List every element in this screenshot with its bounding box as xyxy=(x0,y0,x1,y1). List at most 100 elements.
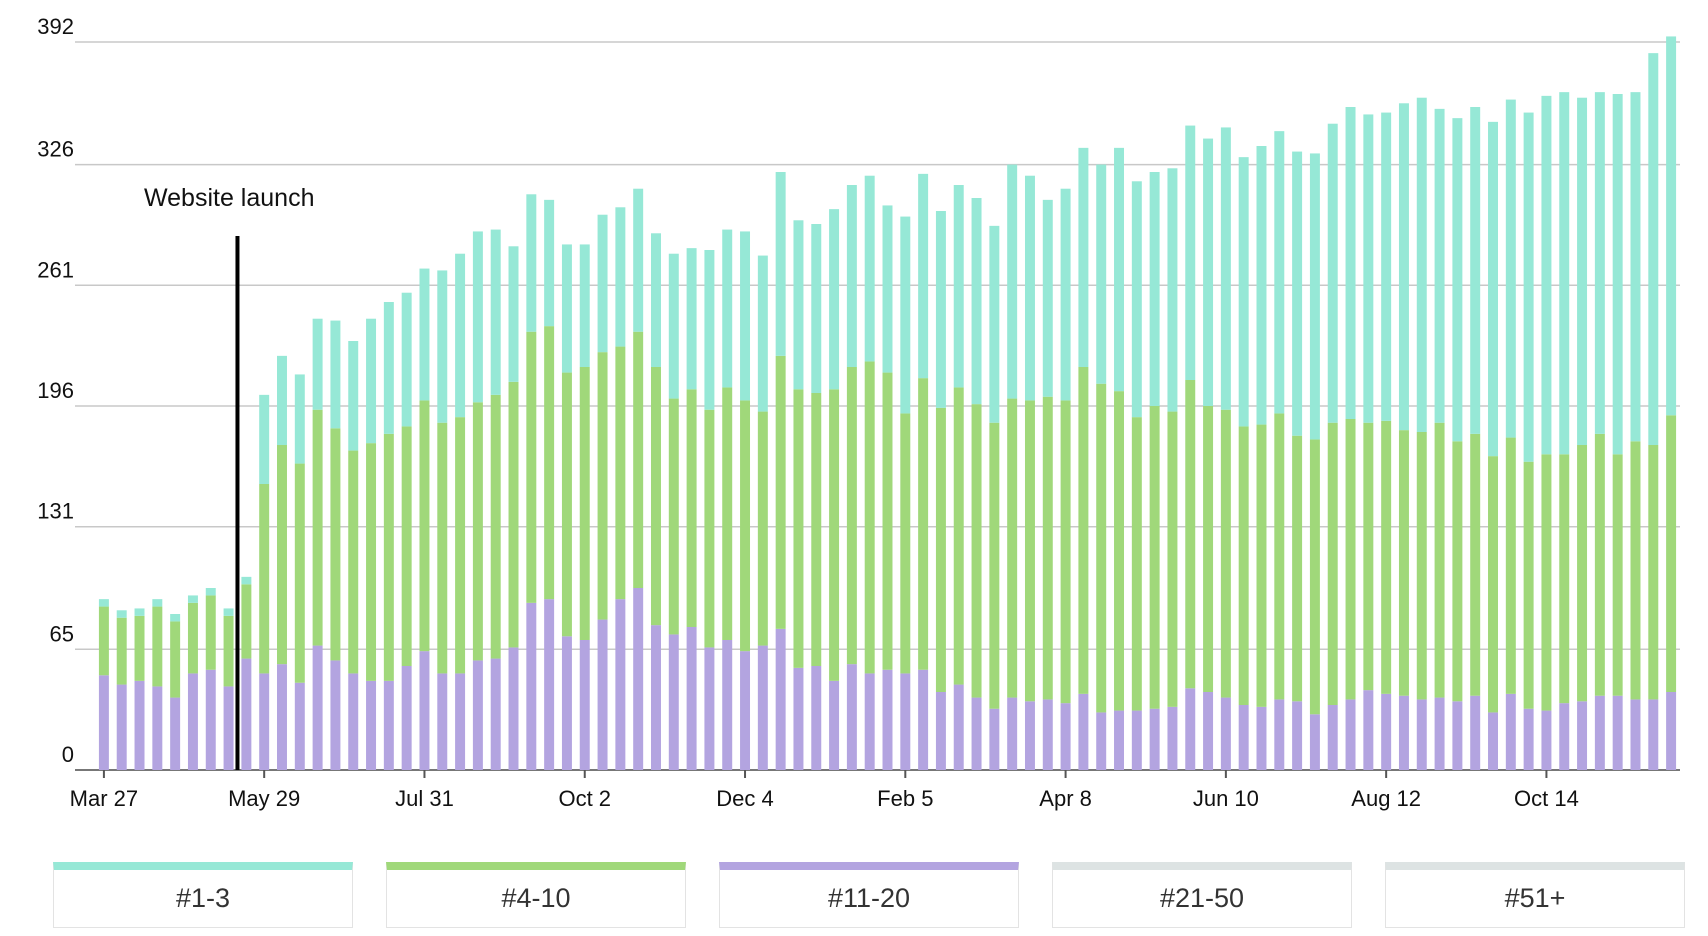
bar-segment xyxy=(953,684,964,770)
bar-segment xyxy=(1256,146,1267,425)
bar-segment xyxy=(864,673,875,770)
bar-segment xyxy=(1666,415,1677,692)
bar-segment xyxy=(1309,153,1320,440)
bar-segment xyxy=(579,640,590,770)
bar-segment xyxy=(1452,441,1463,702)
bar-segment xyxy=(829,680,840,770)
bar-segment xyxy=(205,669,216,770)
bar-segment xyxy=(348,341,359,451)
bar-segment xyxy=(829,209,840,390)
bar-segment xyxy=(561,244,572,373)
bar-segment xyxy=(1434,697,1445,770)
bar-segment xyxy=(597,352,608,620)
bar-segment xyxy=(134,615,145,681)
bar-segment xyxy=(740,400,751,652)
bar-segment xyxy=(187,602,198,674)
bar-segment xyxy=(775,628,786,770)
bar-segment xyxy=(1345,699,1356,770)
bar-segment xyxy=(953,185,964,388)
bar-segment xyxy=(793,220,804,390)
bar-segment xyxy=(98,675,109,770)
bar-segment xyxy=(1203,692,1214,770)
legend-item-4-10[interactable]: #4-10 xyxy=(386,862,686,928)
bar-segment xyxy=(1114,147,1125,392)
bar-segment xyxy=(170,621,181,698)
bar-segment xyxy=(1327,705,1338,770)
bar-segment xyxy=(294,374,305,464)
y-tick-label: 196 xyxy=(37,378,74,403)
bar-segment xyxy=(348,450,359,674)
x-tick-label: Apr 8 xyxy=(1039,786,1092,811)
bar-segment xyxy=(1594,695,1605,770)
bar-segment xyxy=(793,389,804,668)
bar-segment xyxy=(366,318,377,444)
bar-segment xyxy=(330,660,341,770)
bar-segment xyxy=(704,409,715,648)
x-tick-label: Oct 2 xyxy=(558,786,611,811)
bar-segment xyxy=(1648,699,1659,770)
bar-segment xyxy=(1559,703,1570,770)
bar-segment xyxy=(116,684,127,770)
bar-segment xyxy=(1007,164,1018,399)
bar-segment xyxy=(1078,693,1089,770)
bar-segment xyxy=(383,680,394,770)
bar-segment xyxy=(1149,708,1160,770)
bar-segment xyxy=(846,664,857,770)
x-tick-label: May 29 xyxy=(228,786,300,811)
bar-segment xyxy=(1523,112,1534,462)
bar-segment xyxy=(1203,138,1214,407)
bar-segment xyxy=(704,647,715,770)
bar-segment xyxy=(134,608,145,616)
bar-segment xyxy=(1630,92,1641,442)
bar-segment xyxy=(668,253,679,399)
bar-segment xyxy=(918,669,929,770)
bar-segment xyxy=(1505,99,1516,438)
bar-segment xyxy=(1292,435,1303,702)
bar-segment xyxy=(437,270,448,423)
bar-segment xyxy=(98,606,109,676)
bar-segment xyxy=(116,617,127,685)
bar-segment xyxy=(740,651,751,770)
bar-segment xyxy=(1024,400,1035,702)
y-tick-label: 392 xyxy=(37,14,74,39)
bar-segment xyxy=(829,389,840,681)
bar-segment xyxy=(1488,121,1498,457)
bar-segment xyxy=(668,398,679,635)
bar-segment xyxy=(971,404,982,698)
bar-segment xyxy=(1256,706,1267,770)
legend-item-11-20[interactable]: #11-20 xyxy=(719,862,1019,928)
bar-segment xyxy=(1060,188,1071,401)
bar-segment xyxy=(1131,417,1142,711)
bar-segment xyxy=(1434,108,1445,423)
bar-segment xyxy=(1381,420,1392,694)
legend-item-21-50[interactable]: #21-50 xyxy=(1052,862,1352,928)
bar-segment xyxy=(241,576,252,585)
bar-segment xyxy=(455,417,466,674)
bar-segment xyxy=(1523,461,1534,709)
bar-segment xyxy=(686,389,697,627)
bar-segment xyxy=(223,608,234,616)
bar-segment xyxy=(1096,164,1107,384)
legend-item-1-3[interactable]: #1-3 xyxy=(53,862,353,928)
bar-segment xyxy=(882,205,893,373)
bar-segment xyxy=(1398,695,1409,770)
bar-segment xyxy=(1078,367,1089,694)
bar-segment xyxy=(1452,701,1463,770)
bar-segment xyxy=(1398,103,1409,431)
bar-segment xyxy=(1594,92,1605,434)
bar-segment xyxy=(1594,433,1605,696)
bar-segment xyxy=(116,610,127,618)
bar-segment xyxy=(1185,688,1196,770)
bar-segment xyxy=(722,229,733,388)
y-tick-label: 65 xyxy=(50,621,74,646)
bar-segment xyxy=(152,606,163,687)
x-tick-label: Aug 12 xyxy=(1351,786,1421,811)
bar-segment xyxy=(508,647,519,770)
bar-segment xyxy=(1541,95,1552,455)
legend-item-51-plus[interactable]: #51+ xyxy=(1385,862,1685,928)
bar-segment xyxy=(1096,712,1107,770)
legend-label-51-plus: #51+ xyxy=(1504,883,1566,913)
bar-segment xyxy=(1559,454,1570,704)
bar-segment xyxy=(187,673,198,770)
bar-segment xyxy=(650,233,661,367)
